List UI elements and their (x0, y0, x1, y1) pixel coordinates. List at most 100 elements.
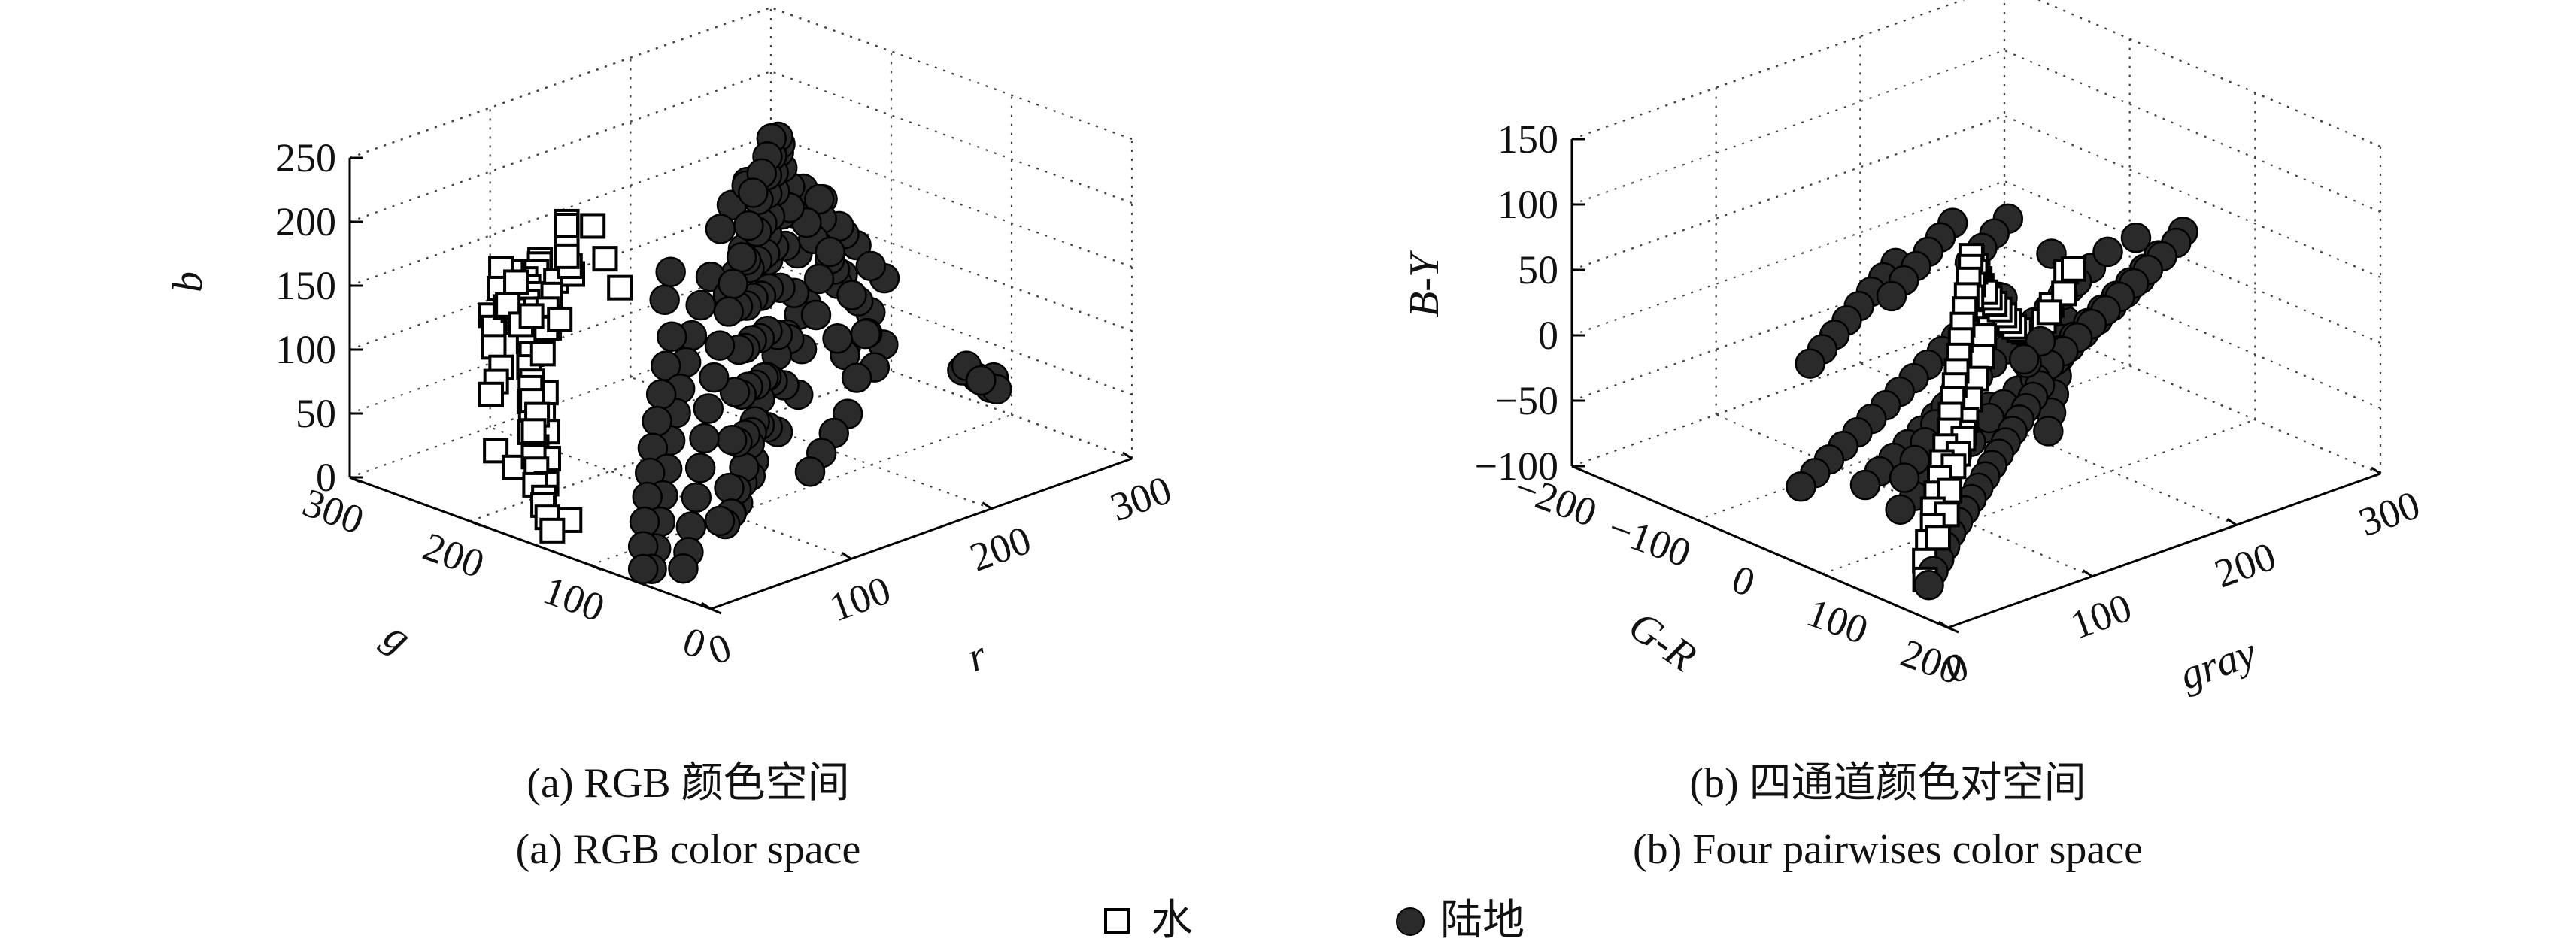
land-point (704, 505, 736, 537)
grid-line (349, 70, 772, 223)
x-axis-line (710, 457, 1133, 610)
y-tick-label: 0 (1726, 556, 1761, 606)
water-point (520, 418, 547, 444)
z-tick-label: −100 (1475, 444, 1558, 489)
land-point (841, 362, 872, 393)
z-tick-label: 0 (316, 455, 336, 500)
y-tick-mark (710, 607, 722, 615)
panel-a-caption-en: (a) RGB color space (516, 826, 861, 873)
grid-line (1571, 49, 2005, 206)
panel-b-points (1786, 203, 2198, 601)
grid-line (770, 326, 1133, 460)
land-point (642, 405, 672, 437)
grid-line (2037, 0, 2381, 148)
x-tick-mark (701, 601, 712, 610)
water-point (1969, 344, 1995, 370)
grid-line (770, 134, 1133, 268)
land-point (738, 177, 769, 208)
land-point (657, 321, 687, 353)
land-point (699, 362, 730, 393)
grid-line (1571, 0, 1965, 141)
grid-line (2004, 49, 2381, 214)
land-point (2120, 223, 2152, 253)
water-point (1925, 525, 1951, 551)
panel-a-zlabel: b (165, 271, 211, 292)
z-tick-label: 150 (1497, 117, 1558, 162)
legend-label-land: 陆地 (1440, 898, 1525, 944)
land-point (2008, 344, 2040, 375)
grid-line (490, 426, 852, 560)
land-point (855, 250, 887, 282)
water-point (580, 213, 606, 239)
land-point (794, 456, 826, 487)
x-tick-mark (1122, 451, 1133, 460)
water-point (481, 334, 507, 360)
land-point (693, 393, 724, 424)
land-point (1889, 462, 1920, 493)
panel-a-frame (348, 158, 1133, 610)
water-point (607, 274, 633, 301)
z-tick-label: −50 (1495, 378, 1558, 423)
water-point (2036, 299, 2062, 326)
z-tick-label: 100 (275, 327, 336, 372)
legend-marker-water (1104, 908, 1130, 934)
panel-a-ylabel: g (375, 612, 419, 662)
land-point (713, 296, 744, 327)
y-tick-mark (1571, 465, 1583, 472)
x-tick-label: 100 (824, 567, 897, 630)
z-tick-label: 250 (275, 135, 336, 180)
x-tick-label: 100 (2065, 585, 2138, 648)
land-point (655, 256, 686, 287)
x-tick-label: 300 (1105, 467, 1178, 530)
land-point (1786, 471, 1816, 502)
grid-line (770, 70, 1133, 204)
land-point (681, 482, 712, 513)
legend: 水 陆地 (1104, 898, 1525, 944)
grid-line (630, 376, 992, 510)
z-tick-label: 100 (1497, 182, 1558, 227)
land-point (800, 299, 832, 331)
y-tick-mark (1947, 626, 1959, 634)
x-tick-label: 200 (964, 517, 1037, 580)
land-point (705, 214, 736, 244)
legend-label-water: 水 (1151, 898, 1193, 944)
land-point (822, 323, 853, 354)
panel-b-caption-cn: (b) 四通道颜色对空间 (1689, 760, 2086, 807)
x-tick-label: 300 (2353, 482, 2426, 545)
land-point (668, 553, 699, 584)
panel-a-xlabel: r (961, 631, 993, 681)
grid-line (1571, 245, 2005, 402)
land-point (836, 280, 867, 310)
land-point (1913, 570, 1944, 601)
water-point (554, 243, 580, 269)
land-point (645, 379, 677, 410)
water-point (529, 341, 556, 367)
land-point (627, 553, 659, 585)
z-tick-label: 0 (1538, 313, 1558, 358)
land-point (718, 268, 748, 299)
land-point (1885, 494, 1916, 525)
water-point (2061, 256, 2086, 282)
y-tick-label: 100 (1801, 589, 1874, 653)
panel-a-caption-cn: (a) RGB 颜色空间 (526, 760, 849, 807)
y-axis-line (349, 476, 712, 610)
y-tick-mark (469, 519, 481, 527)
land-point (649, 284, 680, 316)
land-point (815, 236, 845, 268)
water-point (539, 517, 566, 544)
panel-a-points (478, 121, 1012, 585)
land-point (684, 453, 716, 483)
land-point (685, 289, 716, 321)
x-tick-mark (2371, 466, 2381, 475)
land-point (719, 377, 751, 407)
z-tick-label: 50 (296, 391, 336, 436)
land-point (675, 511, 707, 542)
x-axis-line (1947, 472, 2381, 629)
land-point (804, 183, 835, 215)
y-tick-label: 300 (297, 480, 370, 543)
grid-line (770, 6, 1133, 141)
x-tick-label: 0 (702, 624, 737, 674)
panel-b-zlabel: B-Y (1401, 250, 1448, 317)
water-point (547, 306, 573, 332)
x-tick-mark (1938, 620, 1949, 629)
